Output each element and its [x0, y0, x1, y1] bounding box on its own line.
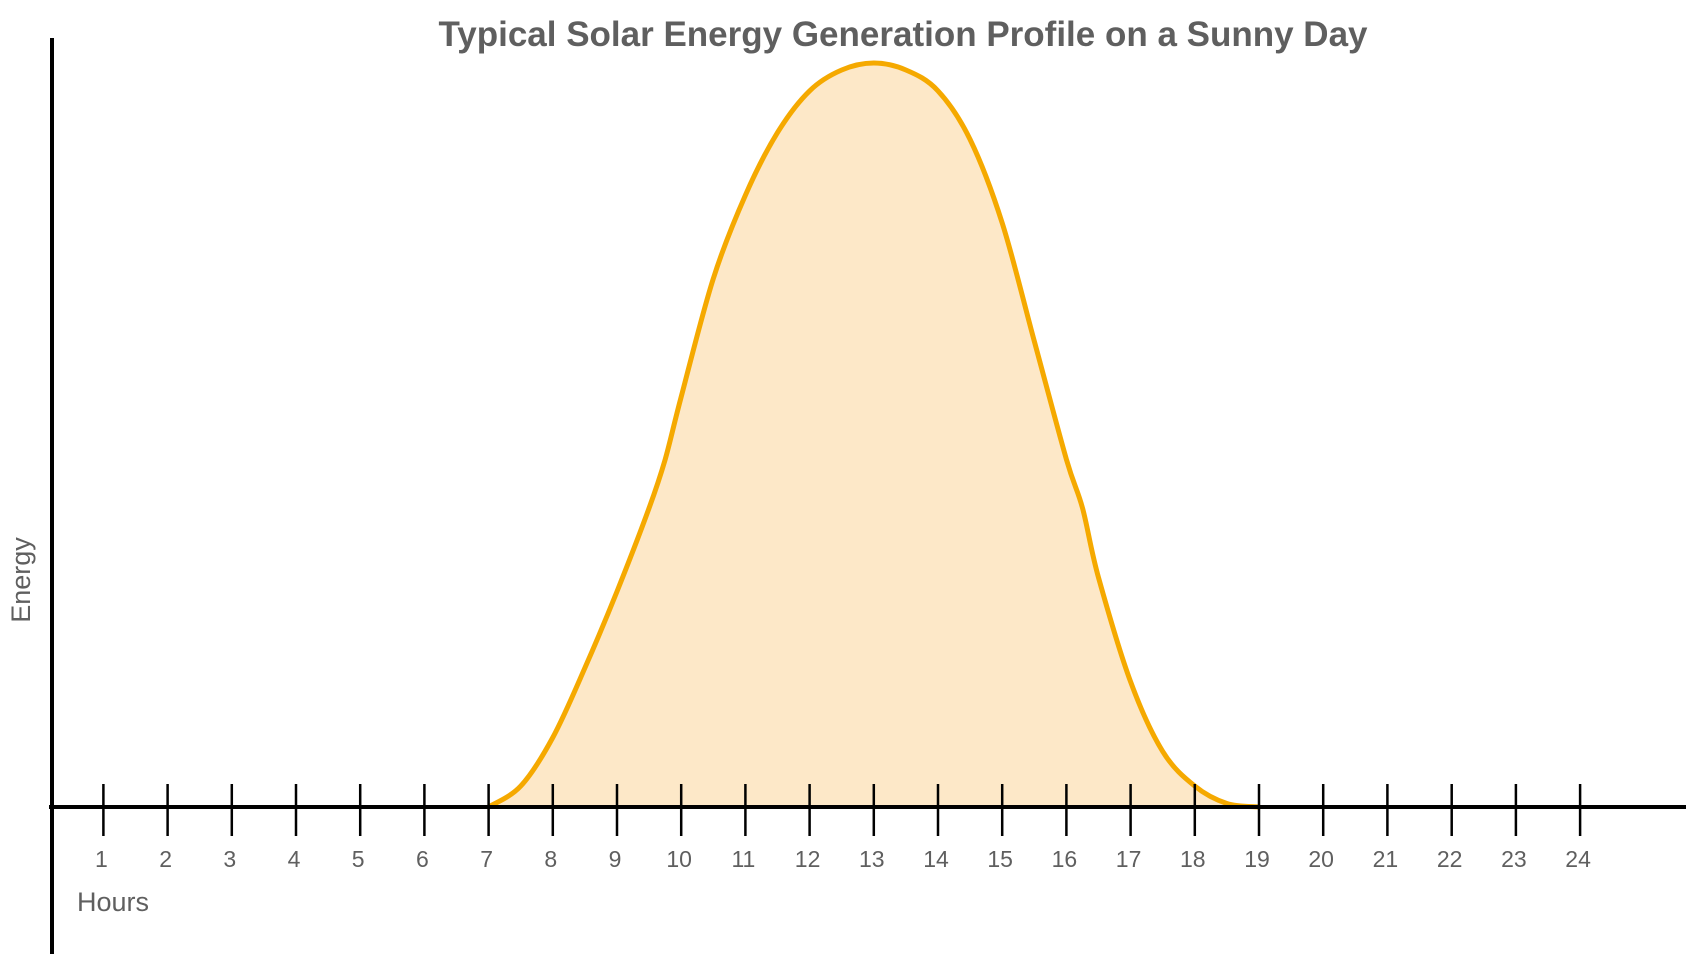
x-tick-label: 6 [416, 846, 429, 872]
x-tick-label: 4 [288, 846, 301, 872]
area-series [486, 60, 1262, 810]
chart-title: Typical Solar Energy Generation Profile … [438, 15, 1368, 54]
x-tick-label: 24 [1565, 846, 1591, 872]
x-tick-label: 12 [795, 846, 821, 872]
x-tick-label: 15 [987, 846, 1013, 872]
x-tick-label: 17 [1116, 846, 1142, 872]
area-fill [488, 63, 1260, 807]
x-tick-label: 11 [731, 846, 755, 872]
x-tick-label: 14 [923, 846, 949, 872]
x-tick-label: 3 [223, 846, 236, 872]
x-tick-label: 21 [1373, 846, 1399, 872]
x-tick-label: 10 [666, 846, 692, 872]
x-tick-label: 18 [1180, 846, 1206, 872]
x-tick-label: 5 [352, 846, 365, 872]
x-axis-label: Hours [77, 887, 149, 917]
y-axis-label: Energy [6, 537, 36, 623]
x-tick-label: 9 [609, 846, 622, 872]
x-tick-label: 7 [480, 846, 493, 872]
x-tick-label: 22 [1437, 846, 1463, 872]
x-tick-label: 2 [159, 846, 172, 872]
x-tick-label: 13 [859, 846, 885, 872]
x-tick-label: 8 [544, 846, 557, 872]
x-tick-label: 23 [1501, 846, 1527, 872]
series-line [486, 60, 1262, 810]
x-tick-label: 1 [95, 846, 108, 872]
x-tick-label: 20 [1308, 846, 1334, 872]
x-ticks: 1 2 3 4 5 6 7 8 9 10 11 12 13 14 15 16 17 18 19 20 21 22 23 24 [95, 784, 1591, 872]
x-tick-label: 16 [1052, 846, 1078, 872]
x-tick-label: 19 [1244, 846, 1270, 872]
